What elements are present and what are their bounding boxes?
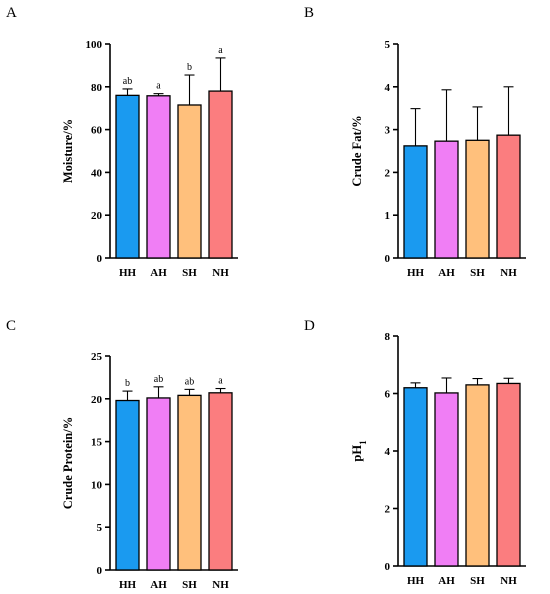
x-tick-label: AH [438,267,455,279]
y-tick-label: 0 [385,561,391,573]
bar-sh [177,394,202,571]
chart-panel-c: C 0 5 10 15 20 25 Crude Protein/% b HH ab AH ab SH a NH [6,318,238,591]
chart-panel-a: A 0 20 40 60 80 100 Moisture/% ab HH a AH b SH a NH [6,5,238,279]
panel-letter: B [304,5,314,21]
x-tick-label: HH [407,575,425,587]
panel-letter: C [6,318,16,334]
y-tick-label: 3 [385,125,391,137]
y-axis-label: pH1 [350,440,368,462]
significance-label: a [156,81,161,92]
y-tick-label: 5 [385,39,391,51]
significance-label: a [218,376,223,387]
y-tick-label: 2 [385,504,391,516]
y-tick-label: 1 [385,210,391,222]
y-tick-label: 2 [385,167,391,179]
x-tick-label: AH [150,579,167,591]
significance-label: a [218,45,223,56]
y-tick-label: 15 [91,437,103,449]
bar-ah [434,392,459,567]
significance-label: b [125,378,130,389]
bar-nh [496,382,521,567]
y-axis-label-subscript: 1 [358,440,368,445]
x-tick-label: SH [182,267,197,279]
bar-nh [496,134,521,259]
bar-nh [208,392,233,571]
significance-label: ab [185,376,194,387]
x-tick-label: NH [500,267,517,279]
y-tick-label: 0 [385,253,391,265]
significance-label: ab [123,76,132,87]
chart-panel-d: D 0 2 4 6 8 pH1 HH AH SH NH [304,318,526,587]
x-tick-label: HH [407,267,425,279]
bar-nh [208,90,233,259]
x-tick-label: AH [150,267,167,279]
x-tick-label: AH [438,575,455,587]
y-axis-label: Crude Fat/% [350,115,364,186]
y-tick-label: 4 [385,446,391,458]
bar-hh [115,399,140,571]
x-tick-label: HH [119,267,137,279]
x-tick-label: NH [212,267,229,279]
bar-sh [177,104,202,259]
panel-letter: A [6,5,17,21]
y-axis-label: Moisture/% [61,119,75,183]
x-tick-label: NH [212,579,229,591]
y-tick-label: 25 [91,351,103,363]
bar-hh [403,387,428,567]
bar-ah [434,140,459,259]
x-tick-label: SH [182,579,197,591]
y-tick-label: 8 [385,331,391,343]
bar-ah [146,397,171,571]
y-tick-label: 0 [97,253,103,265]
y-tick-label: 60 [91,125,103,137]
bar-sh [465,139,490,259]
bar-hh [403,145,428,259]
bar-hh [115,94,140,259]
y-tick-label: 4 [385,82,391,94]
y-tick-label: 20 [91,394,103,406]
x-tick-label: NH [500,575,517,587]
significance-label: ab [154,374,163,385]
x-tick-label: SH [470,575,485,587]
y-tick-label: 40 [91,167,103,179]
bar-ah [146,95,171,259]
significance-label: b [187,62,192,73]
x-tick-label: SH [470,267,485,279]
y-tick-label: 10 [91,479,103,491]
y-axis-label: Crude Protein/% [61,417,75,509]
y-tick-label: 5 [97,522,103,534]
y-tick-label: 80 [91,82,103,94]
y-tick-label: 20 [91,210,103,222]
y-tick-label: 100 [86,39,103,51]
panel-letter: D [304,318,315,334]
chart-panel-b: B 0 1 2 3 4 5 Crude Fat/% HH AH SH NH [304,5,526,279]
bar-sh [465,384,490,567]
x-tick-label: HH [119,579,137,591]
y-tick-label: 0 [97,565,103,577]
y-tick-label: 6 [385,389,391,401]
